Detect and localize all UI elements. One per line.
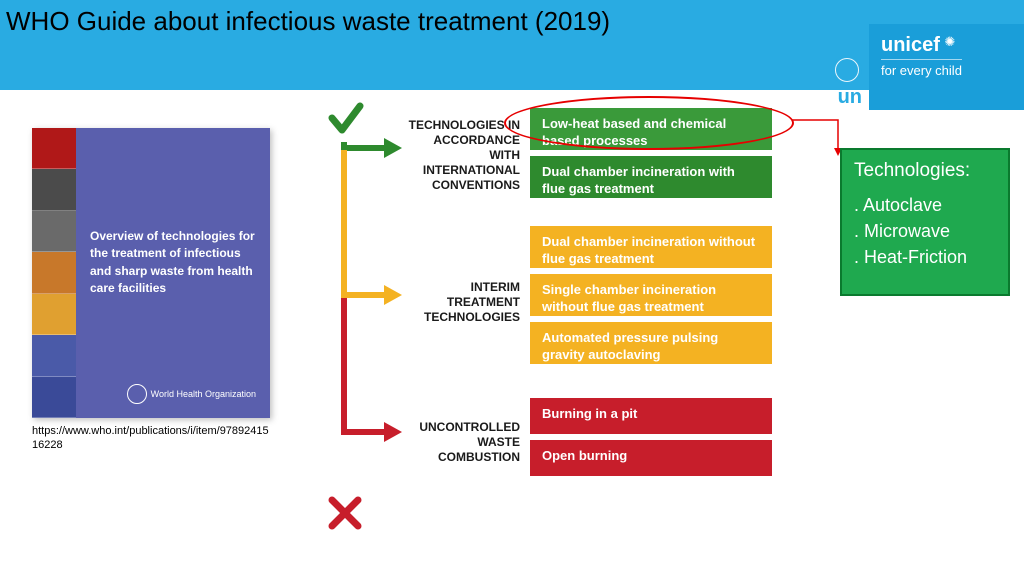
technology-box: Burning in a pit <box>530 398 772 434</box>
technology-box: Automated pressure pulsing gravity autoc… <box>530 322 772 364</box>
unicef-tagline: for every child <box>881 59 962 78</box>
technology-box: Dual chamber incineration with flue gas … <box>530 156 772 198</box>
flow-arrows <box>324 100 404 530</box>
category-label: INTERIM TREATMENT TECHNOLOGIES <box>400 280 520 325</box>
note-item: . Autoclave <box>854 192 996 218</box>
page-title: WHO Guide about infectious waste treatme… <box>6 6 610 37</box>
technology-box: Open burning <box>530 440 772 476</box>
cover-photo-strip <box>32 128 76 418</box>
unicef-mark-icon: ✺ <box>944 34 955 49</box>
cover-who-logo: World Health Organization <box>127 384 256 404</box>
highlight-circle <box>504 96 794 150</box>
technologies-note: Technologies: . Autoclave. Microwave. He… <box>840 148 1010 296</box>
note-title: Technologies: <box>854 160 996 182</box>
technology-box: Dual chamber incineration without flue g… <box>530 226 772 268</box>
unicef-logo-box: unicef ✺ for every child <box>869 24 1024 110</box>
citation-url: https://www.who.int/publications/i/item/… <box>32 424 272 453</box>
publication-cover: Overview of technologies for the treatme… <box>32 128 270 418</box>
note-item: . Microwave <box>854 218 996 244</box>
unicef-brand: unicef <box>881 34 940 57</box>
un-text: un <box>838 86 862 109</box>
category-label: TECHNOLOGIES IN ACCORDANCE WITH INTERNAT… <box>400 118 520 193</box>
who-globe-icon <box>832 55 862 85</box>
note-item: . Heat-Friction <box>854 244 996 270</box>
cover-title: Overview of technologies for the treatme… <box>90 228 256 298</box>
technology-box: Single chamber incineration without flue… <box>530 274 772 316</box>
category-label: UNCONTROLLED WASTE COMBUSTION <box>400 420 520 465</box>
